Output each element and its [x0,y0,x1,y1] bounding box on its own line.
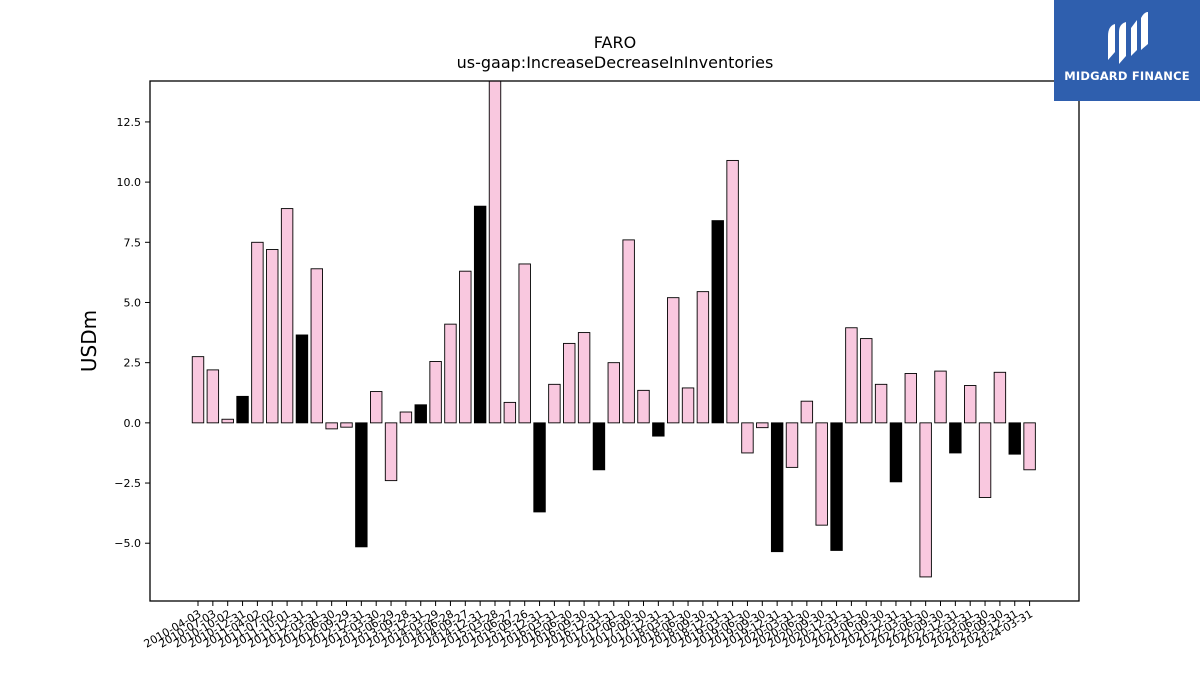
bar [800,400,814,424]
y-tick-label: −5.0 [114,537,141,550]
bar [384,422,398,482]
bar [459,270,472,424]
bar [889,422,903,483]
y-tick-label: 2.5 [124,357,142,370]
y-tick-label: −2.5 [114,477,141,490]
bar [964,385,977,424]
bar [577,332,591,424]
bar [236,395,249,424]
bar [503,401,517,424]
bar [949,422,962,454]
bar [993,371,1007,424]
bar [726,159,739,424]
bar [919,422,932,578]
bar [785,422,799,468]
bar [548,383,561,424]
brand-name: MIDGARD FINANCE [1064,69,1190,83]
bar [325,422,338,430]
bar [845,327,858,424]
bar [355,422,368,548]
bar [681,387,695,424]
y-tick-label: 0.0 [124,417,142,430]
bar [770,422,784,553]
bar [414,404,427,424]
bar [978,422,992,498]
bar [340,422,353,428]
bar [280,208,294,424]
bars-group [191,80,1036,578]
bar [444,323,457,424]
bar [533,422,546,513]
bar [518,263,531,424]
bar [206,369,220,424]
bar [667,297,680,424]
bar [563,342,576,424]
bar [1023,422,1036,471]
bar [607,362,620,424]
bar [191,356,205,424]
bar [696,291,710,424]
bar [934,370,947,424]
bar [830,422,843,551]
bar [251,241,264,424]
chart-title: FARO [594,33,636,52]
bar [815,422,828,526]
bar [295,334,309,424]
y-tick-label: 10.0 [117,176,142,189]
bar [652,422,665,437]
bar [1008,422,1021,455]
bar [266,249,279,424]
bar [860,338,873,424]
bar [741,422,754,454]
bar [310,268,323,424]
bar [756,422,769,429]
bar [874,383,888,424]
bar [622,239,635,424]
bar [904,373,917,424]
bar [488,80,502,424]
bar [221,418,234,424]
bar [711,220,724,424]
y-tick-label: 7.5 [124,236,142,249]
bar [370,391,383,424]
chart-subtitle: us-gaap:IncreaseDecreaseInInventories [457,53,774,72]
y-axis-label: USDm [77,310,101,372]
y-axis: −5.0 −2.5 0.0 2.5 5.0 7.5 10.0 12.5 [114,116,150,550]
brand-logo: MIDGARD FINANCE [1054,0,1200,101]
x-axis: 2010-04-032010-07-032010-10-022010-12-31… [142,601,1035,651]
midgard-logo-icon [1108,12,1148,64]
bar [637,389,650,424]
plot-frame [149,80,1080,602]
bar [592,422,606,471]
y-tick-label: 5.0 [124,296,142,309]
bar [429,361,442,424]
bar [399,411,413,424]
bar [473,205,487,424]
y-tick-label: 12.5 [117,116,142,129]
